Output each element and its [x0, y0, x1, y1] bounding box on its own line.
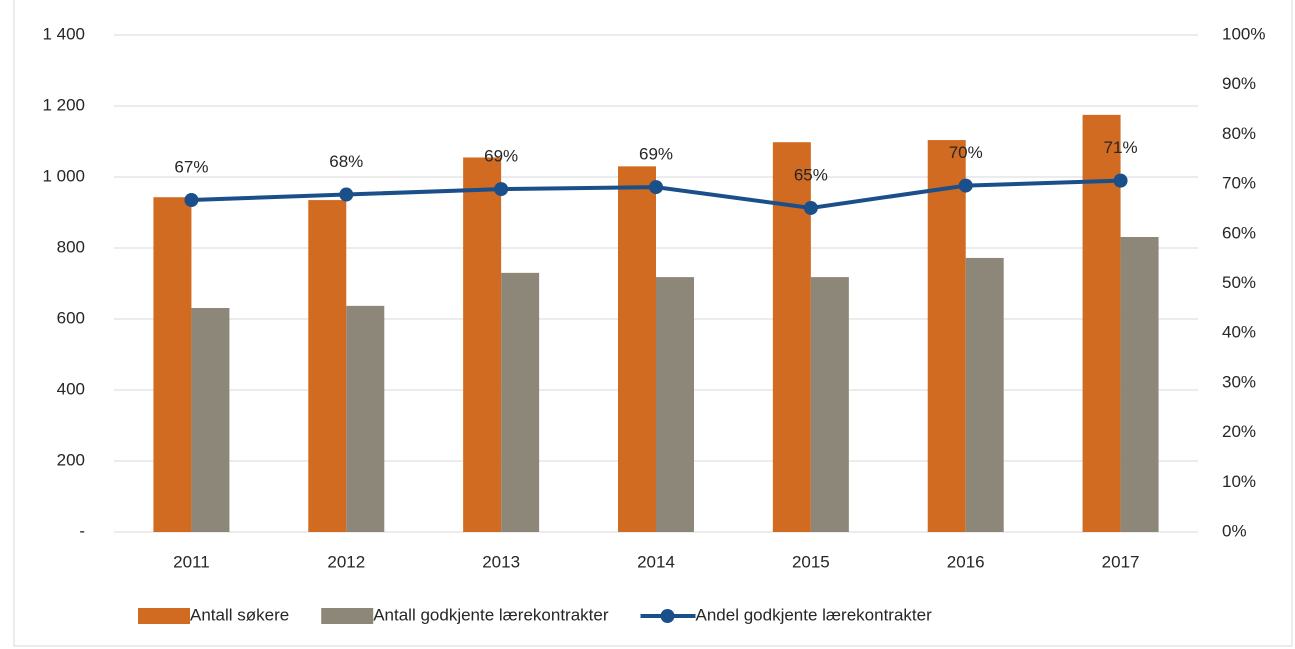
y2-tick-label: 60%: [1222, 223, 1256, 242]
legend-swatch: [660, 609, 675, 623]
marker: [649, 180, 663, 195]
y-tick-label: 1 400: [42, 24, 85, 43]
y-tick-label: 200: [57, 450, 85, 469]
data-label: 69%: [639, 145, 673, 164]
legend-swatch: [138, 608, 190, 624]
bar: [1082, 114, 1121, 532]
legend-swatch: [321, 608, 374, 624]
bar: [927, 140, 966, 532]
bar: [1120, 236, 1159, 532]
y-tick-label: 1 000: [42, 166, 85, 185]
y2-tick-label: 10%: [1222, 472, 1256, 491]
chart-border: [13, 0, 1293, 647]
marker: [339, 187, 354, 202]
y2-tick-label: 70%: [1222, 174, 1256, 193]
x-tick-label: 2016: [947, 552, 985, 571]
y-tick-label: 800: [57, 237, 85, 256]
y2-tick-label: 20%: [1222, 422, 1256, 441]
y2-tick-label: 30%: [1222, 372, 1256, 391]
data-label: 67%: [174, 157, 208, 176]
bar: [463, 157, 502, 532]
legend-label: Antall godkjente lærekontrakter: [373, 605, 609, 624]
marker: [494, 182, 509, 197]
y-tick-label: 600: [57, 308, 85, 327]
bar: [346, 305, 385, 532]
legend-label: Andel godkjente lærekontrakter: [696, 605, 933, 624]
bar: [618, 166, 656, 532]
bar: [810, 277, 849, 532]
data-label: 69%: [484, 147, 518, 166]
data-label: 71%: [1104, 138, 1138, 157]
data-label: 65%: [794, 165, 828, 184]
bar: [656, 277, 694, 532]
x-tick-label: 2011: [173, 552, 210, 571]
bar: [965, 257, 1004, 532]
y2-tick-label: 40%: [1222, 323, 1256, 342]
y2-tick-label: 90%: [1222, 74, 1256, 93]
y-tick-label: -: [79, 521, 85, 540]
marker: [803, 200, 818, 215]
x-tick-label: 2017: [1102, 552, 1140, 571]
marker: [958, 178, 973, 193]
x-tick-label: 2013: [482, 552, 520, 571]
bar: [308, 200, 347, 532]
y2-tick-label: 0%: [1222, 521, 1247, 540]
marker: [184, 193, 199, 208]
legend-label: Antall søkere: [190, 605, 289, 624]
y2-tick-label: 80%: [1222, 124, 1256, 143]
bar: [772, 142, 811, 532]
bar: [501, 272, 540, 532]
y2-tick-label: 50%: [1222, 273, 1256, 292]
y2-tick-label: 100%: [1222, 24, 1265, 43]
y-tick-label: 400: [57, 379, 85, 398]
marker: [1113, 173, 1128, 188]
data-label: 68%: [329, 152, 363, 171]
x-tick-label: 2014: [637, 552, 675, 571]
data-label: 70%: [949, 143, 983, 162]
x-tick-label: 2012: [327, 552, 365, 571]
x-tick-label: 2015: [792, 552, 830, 571]
bar: [191, 307, 230, 532]
bar: [153, 197, 192, 533]
y-tick-label: 1 200: [42, 95, 85, 114]
